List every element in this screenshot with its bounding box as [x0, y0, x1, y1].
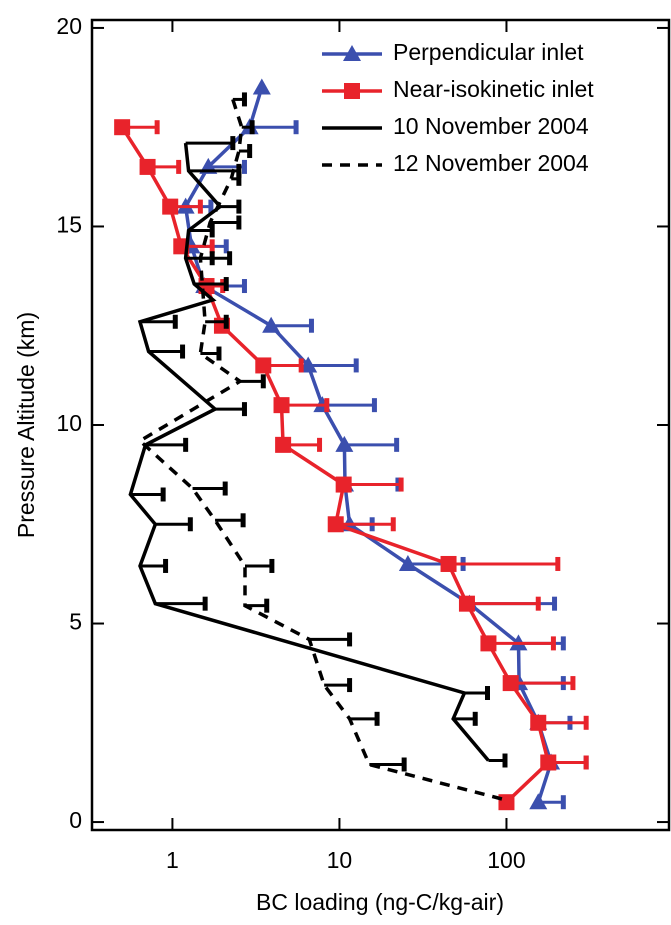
triangle-marker: [299, 356, 318, 373]
x-tick-label: 100: [487, 847, 525, 873]
error-bar: [335, 517, 396, 532]
triangle-marker: [398, 554, 417, 571]
error-bar: [324, 678, 353, 693]
series-line: [128, 142, 490, 762]
error-bar: [140, 558, 169, 573]
error-bar: [309, 632, 353, 647]
error-bar: [488, 753, 508, 768]
triangle-marker: [252, 78, 271, 95]
error-bar: [200, 251, 233, 266]
series-line: [137, 98, 507, 802]
error-bar: [194, 277, 229, 292]
square-marker: [458, 595, 475, 612]
error-bar: [192, 481, 228, 496]
legend-label: Perpendicular inlet: [393, 39, 584, 65]
square-marker: [530, 714, 547, 731]
square-marker: [327, 516, 344, 533]
error-bar: [349, 711, 380, 726]
error-bar: [241, 120, 255, 135]
error-bar: [215, 402, 247, 417]
y-tick-label: 5: [69, 609, 82, 635]
error-bar: [322, 398, 377, 413]
error-bar: [188, 223, 215, 238]
square-marker: [275, 436, 292, 453]
triangle-marker: [343, 45, 361, 61]
square-marker: [344, 83, 360, 99]
error-bar: [308, 358, 359, 373]
error-bar: [453, 711, 478, 726]
plot-frame: [90, 18, 671, 832]
y-tick-label: 10: [56, 410, 82, 436]
error-bar: [155, 596, 208, 611]
y-axis-label: Pressure Altitude (km): [13, 312, 39, 538]
square-marker: [162, 198, 179, 215]
error-bar: [488, 636, 556, 651]
error-bar: [510, 676, 576, 691]
y-tick-label: 15: [56, 212, 82, 238]
error-bar: [210, 215, 242, 230]
error-bar: [240, 374, 266, 389]
triangle-marker: [262, 316, 281, 333]
square-marker: [139, 158, 156, 175]
error-bar: [238, 144, 253, 159]
error-bar: [232, 92, 247, 107]
series-line: [120, 126, 551, 804]
error-bar: [130, 487, 166, 502]
error-bar: [145, 437, 189, 452]
square-marker: [335, 476, 352, 493]
square-marker: [273, 397, 290, 414]
y-tick-label: 20: [56, 13, 82, 39]
error-bar: [148, 344, 186, 359]
legend-label: 12 November 2004: [393, 150, 589, 176]
error-bar: [448, 556, 561, 571]
error-bar: [215, 513, 246, 528]
error-bar: [343, 477, 404, 492]
x-tick-label: 1: [166, 847, 179, 873]
legend-label: Near-isokinetic inlet: [393, 76, 594, 102]
legend-label: 10 November 2004: [393, 113, 589, 139]
square-marker: [498, 794, 515, 811]
error-bar: [220, 199, 242, 214]
y-tick-label: 0: [69, 807, 82, 833]
error-bar: [200, 346, 222, 361]
error-bar: [245, 558, 275, 573]
square-marker: [540, 754, 557, 771]
error-bar: [185, 136, 236, 151]
square-marker: [480, 635, 497, 652]
square-marker: [440, 555, 457, 572]
error-bar: [249, 120, 299, 135]
error-bar: [205, 314, 229, 329]
x-axis-label: BC loading (ng-C/kg-air): [256, 889, 504, 915]
x-tick-label: 10: [327, 847, 353, 873]
square-marker: [255, 357, 272, 374]
triangle-marker: [335, 435, 354, 452]
triangle-marker: [529, 793, 548, 810]
error-bar: [155, 517, 193, 532]
error-bar: [464, 686, 491, 701]
error-bar: [271, 318, 314, 333]
square-marker: [502, 675, 519, 692]
square-marker: [114, 119, 131, 136]
error-bar: [466, 596, 541, 611]
error-bar: [344, 437, 400, 452]
